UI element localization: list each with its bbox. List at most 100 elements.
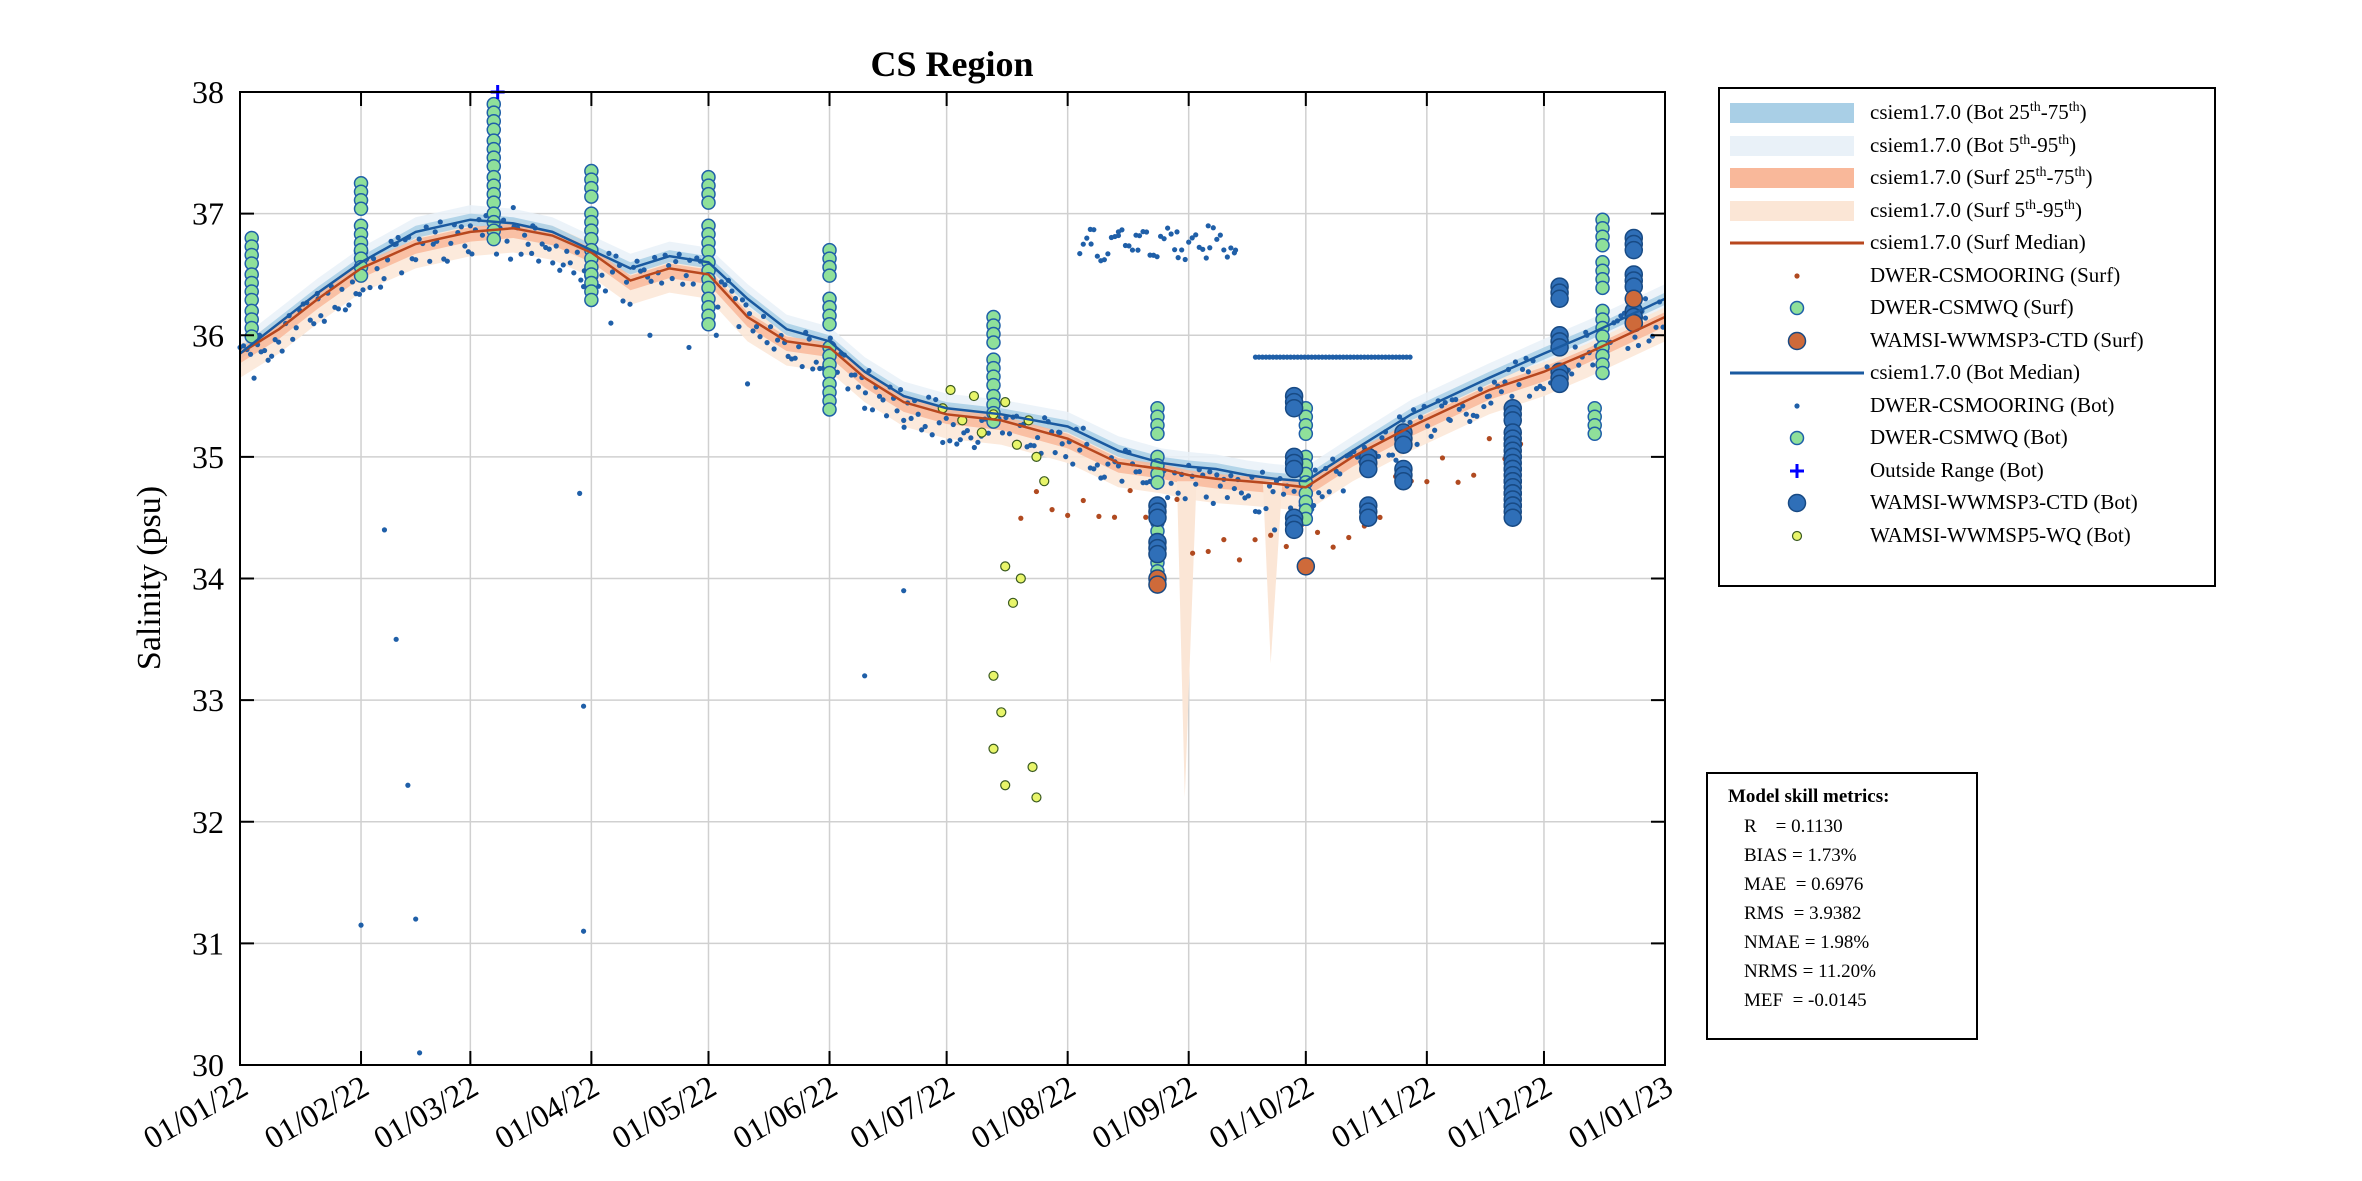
mooring-bot-point — [1389, 452, 1396, 458]
mooring-bot-point — [416, 1050, 423, 1056]
mooring-bot-point — [806, 336, 812, 342]
mooring-bot-point — [648, 278, 654, 284]
mooring-bot-point — [1625, 345, 1631, 352]
mooring-bot-point — [792, 355, 798, 361]
mooring-bot-point — [1136, 233, 1143, 239]
csmwq-bot-point — [486, 231, 502, 247]
mooring-bot-point — [467, 223, 473, 229]
mooring-bot-point — [1214, 472, 1220, 478]
legend-label: DWER-CSMWQ (Bot) — [1870, 425, 2068, 449]
mooring-bot-point — [1463, 411, 1469, 417]
mooring-surf-point — [1252, 537, 1258, 543]
ctd-surf-point — [1624, 289, 1644, 309]
mooring-bot-point — [536, 258, 542, 264]
mooring-bot-point — [1572, 344, 1578, 350]
mooring-bot-point — [261, 347, 268, 354]
legend-symbol — [1787, 493, 1807, 513]
ctd-bot-point — [1359, 508, 1378, 527]
mooring-bot-point — [374, 266, 380, 272]
mooring-bot-point — [580, 703, 587, 709]
mooring-bot-point — [1646, 338, 1652, 344]
mooring-bot-point — [1326, 489, 1332, 495]
mooring-bot-point — [666, 262, 672, 269]
y-tick-label: 35 — [192, 439, 224, 475]
mooring-bot-point — [771, 346, 777, 352]
mooring-surf-point — [1330, 544, 1336, 550]
mooring-bot-point — [522, 232, 528, 238]
legend-plus-swatch — [1790, 463, 1804, 478]
mooring-bot-point — [539, 241, 545, 247]
mooring-bot-point — [518, 251, 524, 257]
mooring-bot-point — [757, 334, 763, 340]
mooring-bot-point — [504, 238, 510, 244]
legend-label: csiem1.7.0 (Bot 5th-95th) — [1870, 132, 2077, 157]
mooring-bot-point — [1203, 255, 1209, 261]
mooring-bot-point — [360, 287, 366, 293]
mooring-bot-point — [686, 344, 692, 351]
mooring-bot-point — [975, 439, 981, 445]
mooring-bot-point — [529, 250, 535, 256]
mooring-bot-point — [1224, 494, 1230, 501]
x-tick-label: 01/10/22 — [1203, 1068, 1320, 1156]
mooring-bot-point — [1256, 509, 1262, 515]
mooring-surf-point — [1424, 479, 1430, 485]
mooring-bot-point — [869, 407, 876, 413]
legend-label: WAMSI-WWMSP5-WQ (Bot) — [1870, 522, 2131, 547]
mooring-bot-point — [1488, 400, 1494, 406]
mooring-bot-point — [1642, 315, 1649, 321]
mooring-bot-point — [718, 279, 724, 285]
mooring-bot-point — [1425, 423, 1431, 429]
legend-item: WAMSI-WWMSP5-WQ (Bot) — [1720, 520, 2214, 552]
mooring-bot-point — [943, 415, 949, 421]
legend-item: csiem1.7.0 (Surf 25th-75th) — [1720, 162, 2214, 194]
ctd-bot-point — [1394, 471, 1413, 491]
mooring-bot-point — [1006, 431, 1013, 437]
mooring-bot-point — [1217, 483, 1223, 489]
mooring-bot-point — [381, 527, 388, 533]
y-tick-label: 34 — [192, 561, 224, 597]
mooring-bot-point — [437, 219, 443, 225]
mooring-bot-point — [546, 246, 552, 252]
wwmsp5-point — [1000, 561, 1011, 572]
x-tick-label: 01/08/22 — [965, 1068, 1082, 1156]
mooring-bot-point — [1245, 493, 1252, 499]
legend-label: csiem1.7.0 (Bot Median) — [1870, 360, 2080, 384]
csmwq-bot-point — [353, 201, 369, 217]
metric-line: R = 0.1130 — [1744, 816, 1843, 837]
mooring-surf-point — [1439, 455, 1446, 461]
mooring-surf-point — [1314, 529, 1321, 535]
mooring-bot-point — [574, 249, 580, 255]
mooring-bot-point — [1172, 247, 1178, 253]
mooring-bot-point — [1115, 463, 1122, 469]
percentile-bands — [240, 205, 1665, 798]
mooring-bot-point — [1031, 443, 1037, 449]
mooring-bot-point — [1428, 433, 1434, 439]
mooring-bot-point — [240, 343, 247, 349]
wwmsp5-point — [996, 707, 1007, 718]
mooring-bot-point — [1203, 494, 1209, 500]
mooring-bot-point — [606, 250, 612, 256]
mooring-bot-point — [1143, 229, 1150, 235]
ctd-bot-point — [1394, 435, 1413, 454]
mooring-bot-point — [1590, 362, 1596, 368]
x-tick-label: 01/06/22 — [726, 1068, 843, 1156]
mooring-bot-point — [1516, 381, 1522, 388]
mooring-bot-point — [736, 323, 742, 330]
mooring-bot-point — [647, 332, 653, 338]
mooring-bot-point — [1653, 324, 1659, 330]
mooring-bot-point — [608, 320, 614, 326]
mooring-bot-point — [1228, 473, 1234, 479]
mooring-bot-point — [290, 336, 296, 342]
mooring-bot-point — [1059, 441, 1065, 447]
ctd-bot-point — [1148, 508, 1167, 527]
mooring-bot-point — [1214, 236, 1220, 242]
mooring-surf-point — [1283, 543, 1289, 550]
mooring-bot-point — [1312, 467, 1318, 473]
wwmsp5-point — [945, 384, 956, 396]
y-tick-label: 31 — [192, 925, 224, 961]
mooring-bot-point — [676, 251, 682, 257]
legend-item: WAMSI-WWMSP3-CTD (Surf) — [1720, 325, 2214, 357]
mooring-bot-point — [1442, 400, 1448, 406]
mooring-bot-point — [557, 267, 563, 273]
ctd-bot-point — [1624, 240, 1644, 260]
